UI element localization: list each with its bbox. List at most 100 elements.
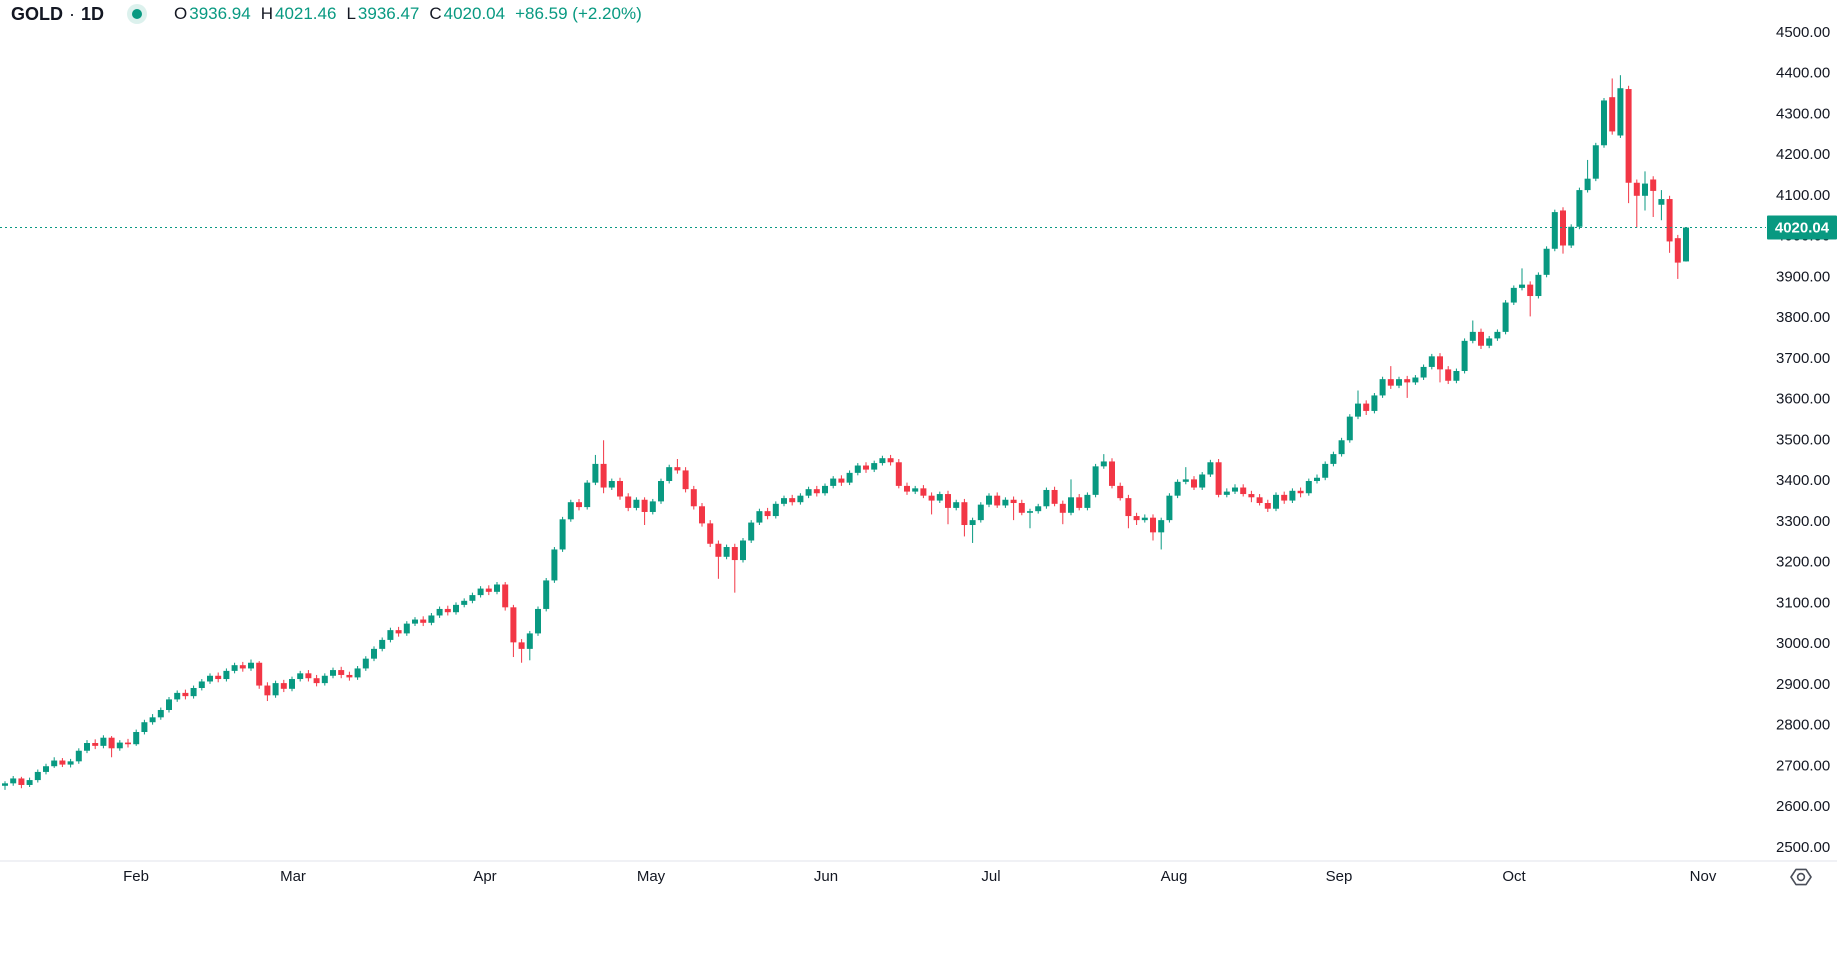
candle [207,673,213,684]
candle [1330,451,1337,467]
candle [2,781,8,790]
candle [1092,463,1099,498]
candle [986,493,992,508]
interval-separator-dot: · [69,3,75,24]
candle [1642,171,1648,211]
candle [1355,390,1361,420]
candle [1527,281,1534,317]
candle [1158,517,1165,550]
candle [395,626,402,637]
candle [1674,234,1681,279]
candle [108,736,115,758]
candle [1404,375,1411,398]
candle [100,735,107,749]
candle [297,670,304,682]
price-axis-label: 3500.00 [1776,431,1830,448]
candle [174,690,181,702]
candle [1314,474,1320,484]
candle [157,707,164,720]
candle [1018,499,1025,516]
candle [928,492,935,515]
candle [1502,300,1509,335]
candle [904,482,910,495]
candle [248,659,254,671]
candle [1609,78,1616,135]
candle [1240,484,1247,497]
price-axis-label: 4300.00 [1776,105,1830,122]
candle [1584,159,1591,193]
candle [740,538,746,563]
candle [781,495,787,507]
candle [1207,459,1214,477]
time-axis-label: Jul [981,868,1000,885]
candle [1264,499,1271,512]
settings-icon[interactable] [1790,868,1812,886]
symbol-title[interactable]: GOLD · 1D [11,4,104,25]
candle [510,604,517,658]
candle [1182,467,1189,485]
time-axis-label: Feb [123,868,149,885]
candle [256,661,263,689]
open-value: 3936.94 [189,4,251,23]
candle [895,459,902,489]
candle [1166,493,1173,523]
candle [371,646,377,662]
candle [43,763,49,775]
time-axis-label: Oct [1502,868,1526,885]
candle [1346,414,1353,443]
candle [1043,487,1050,509]
candle [518,639,525,663]
time-axis[interactable]: Feb Mar Apr May Jun Jul Aug Sep Oct Nov [123,868,1717,885]
candle [772,501,779,519]
candle [748,520,755,543]
candle [403,621,410,636]
candle [1248,490,1255,503]
candle [1568,224,1575,248]
candle [1305,478,1312,496]
price-axis[interactable]: 4500.004400.004300.004200.004100.004000.… [1776,24,1830,856]
price-axis-label: 4200.00 [1776,146,1830,163]
candle [1387,366,1394,389]
candle [871,460,878,473]
candle [436,606,443,618]
candle [1379,376,1386,398]
high-value: 4021.46 [274,4,337,23]
candle [34,769,41,783]
candle [953,499,960,511]
candle [699,503,705,527]
candle [1289,488,1296,504]
interval-label: 1D [81,3,105,24]
candle [92,739,99,750]
time-axis-label: Nov [1690,868,1717,885]
price-axis-label: 2800.00 [1776,717,1830,734]
candle [920,485,927,499]
candle [1592,142,1599,182]
candle [1445,366,1452,385]
market-status-indicator[interactable] [132,9,143,19]
candle [1617,75,1624,138]
candle [215,672,222,683]
candle [1141,514,1148,523]
candle [608,478,615,490]
candle [1510,285,1517,305]
candle [584,480,591,510]
candle [1428,353,1435,370]
candle [1396,376,1402,389]
candle [362,656,369,671]
candle [600,440,607,494]
candle [789,494,796,506]
candle [239,661,246,672]
candle [674,459,681,474]
candle [682,467,689,493]
candle [863,462,869,473]
candle [756,508,763,526]
candle [625,493,632,512]
candle [379,637,386,652]
close-readout: C 4020.04 [429,4,505,24]
candle [10,776,17,786]
candle [231,662,238,674]
candle [412,617,418,627]
high-readout: H 4021.46 [261,4,337,24]
price-axis-label: 4100.00 [1776,187,1830,204]
